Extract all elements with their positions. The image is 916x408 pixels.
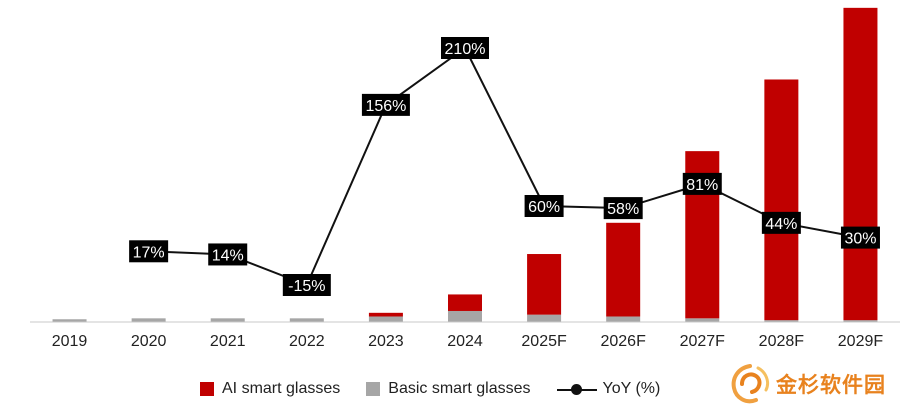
yoy-data-label: 14% <box>212 247 244 264</box>
x-tick-label: 2029F <box>838 333 884 350</box>
yoy-data-label: 44% <box>765 216 797 233</box>
yoy-data-label: -15% <box>288 278 325 295</box>
legend-swatch-basic <box>366 382 381 396</box>
yoy-label-box <box>761 211 801 234</box>
yoy-data-label: 210% <box>445 41 486 58</box>
yoy-data-label: 17% <box>133 244 165 261</box>
yoy-label-box <box>129 240 169 263</box>
x-tick-label: 2027F <box>680 333 726 350</box>
bar-basic-2021 <box>210 318 245 322</box>
x-tick-label: 2024 <box>447 333 483 350</box>
x-tick-label: 2019 <box>52 333 88 350</box>
x-tick-label: 2023 <box>368 333 404 350</box>
x-tick-label: 2021 <box>210 333 246 350</box>
yoy-label-box <box>282 274 331 296</box>
watermark-text: 金杉软件园 <box>776 373 886 397</box>
legend-item-yoy: YoY (%) <box>556 380 661 398</box>
bar-basic-2029F <box>843 320 878 322</box>
legend-label-yoy: YoY (%) <box>602 380 661 397</box>
yoy-label-box <box>208 243 248 266</box>
yoy-label-box <box>682 172 722 195</box>
legend-swatch-ai <box>200 382 214 396</box>
yoy-label-box <box>441 37 489 59</box>
yoy-label-box <box>603 197 643 220</box>
bar-basic-2023 <box>368 316 403 322</box>
legend-item-basic: Basic smart glasses <box>366 380 531 398</box>
yoy-label-box <box>840 226 880 249</box>
x-tick-label: 2022 <box>289 333 325 350</box>
bar-basic-2028F <box>764 320 799 322</box>
yoy-label-box <box>361 93 410 116</box>
bar-basic-2025F <box>527 314 562 322</box>
bar-ai-2023 <box>368 312 403 317</box>
bar-basic-2026F <box>606 316 641 322</box>
bar-ai-2026F <box>606 222 641 317</box>
legend-line-marker-icon <box>556 382 597 396</box>
legend: AI smart glasses Basic smart glasses YoY… <box>200 378 686 400</box>
yoy-data-label: 30% <box>844 231 876 248</box>
bar-basic-2020 <box>131 318 166 322</box>
yoy-line-group: 17% 14% -15% 156% 210% 60% 58% 81% 44% 30% <box>129 37 880 296</box>
yoy-data-label: 60% <box>528 199 560 216</box>
bar-basic-2022 <box>289 318 324 322</box>
orange-swirl-logo-icon <box>731 364 770 404</box>
bar-ai-2024 <box>448 294 482 311</box>
legend-label-ai: AI smart glasses <box>222 380 341 397</box>
bar-ai-2028F <box>764 79 799 321</box>
bar-basic-2019 <box>52 319 87 322</box>
x-tick-label: 2025F <box>521 333 567 350</box>
watermark: 金杉软件园 <box>728 362 886 406</box>
yoy-data-label: 81% <box>686 177 718 194</box>
bar-ai-2029F <box>843 7 878 321</box>
chart: 2019 2020 2021 2022 2023 2024 2025F 2026F 2027F 2… <box>30 7 900 350</box>
legend-label-basic: Basic smart glasses <box>388 380 531 397</box>
yoy-data-label: 156% <box>365 98 406 115</box>
x-tick-label: 2028F <box>759 333 805 350</box>
yoy-line <box>148 46 861 287</box>
bar-basic-2027F <box>685 318 720 322</box>
legend-item-ai: AI smart glasses <box>200 380 340 398</box>
bar-ai-2025F <box>527 254 562 315</box>
x-tick-labels: 2019 2020 2021 2022 2023 2024 2025F 2026F 2027F 2… <box>52 333 884 350</box>
x-tick-label: 2020 <box>131 333 167 350</box>
x-tick-label: 2026F <box>600 333 646 350</box>
yoy-data-label: 58% <box>607 201 639 218</box>
bar-basic-2024 <box>448 310 482 322</box>
yoy-label-box <box>524 195 564 217</box>
